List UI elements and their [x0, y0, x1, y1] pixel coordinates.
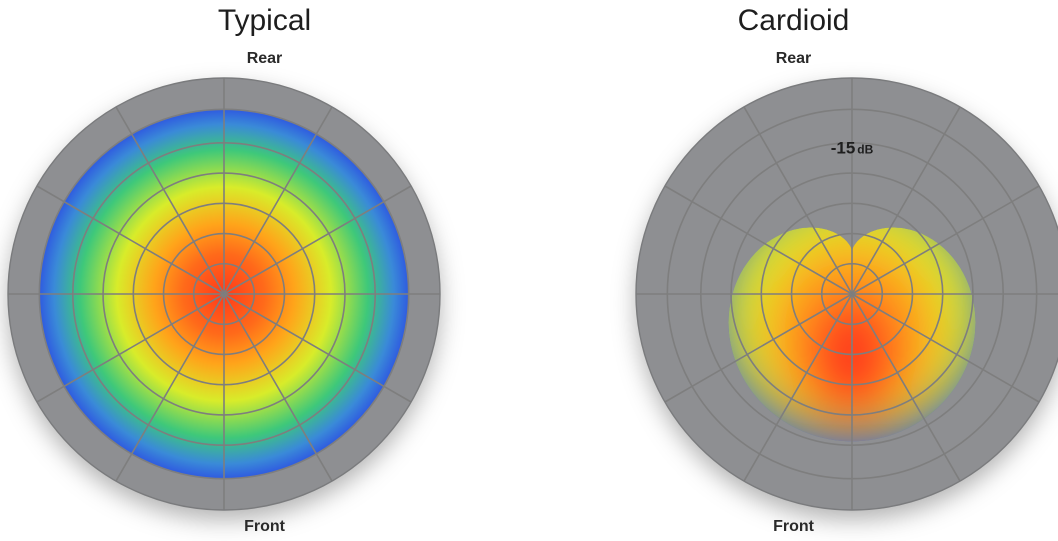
grid-spoke [223, 185, 412, 295]
grid-spoke [743, 106, 853, 295]
outer-edge [7, 77, 441, 511]
grid-spoke [851, 293, 961, 482]
front-label: Front [773, 518, 814, 535]
grid-spoke [223, 293, 412, 403]
grid-spoke [851, 293, 1040, 403]
grid-spoke [115, 293, 225, 482]
db-unit: dB [857, 143, 873, 157]
polar-grid [8, 78, 440, 510]
outer-edge [635, 77, 1058, 511]
grid-spoke [36, 185, 225, 295]
rear-label: Rear [246, 50, 283, 67]
grid-spoke [851, 106, 961, 295]
grid-spoke [664, 185, 853, 295]
polar-pattern-typical [7, 77, 441, 511]
grid-spoke [743, 293, 853, 482]
diagram-title: Cardioid [737, 4, 850, 37]
rear-label: Rear [775, 50, 812, 67]
diagram-title: Typical [217, 4, 312, 37]
diagram-cardioid: Cardioid Rear -15 dB Front [529, 0, 1058, 541]
front-label: Front [244, 518, 285, 535]
diagram-typical: Typical Rear Front [7, 4, 441, 535]
polar-grid [636, 78, 1058, 510]
grid-spoke [851, 185, 1040, 295]
grid-spoke [223, 293, 333, 482]
db-value: -15 [831, 139, 856, 158]
grid-spoke [115, 106, 225, 295]
db-annotation: -15 dB [831, 139, 874, 158]
grid-spoke [36, 293, 225, 403]
polar-pattern-cardioid: -15 dB [635, 77, 1058, 511]
grid-spoke [223, 106, 333, 295]
grid-spoke [664, 293, 853, 403]
